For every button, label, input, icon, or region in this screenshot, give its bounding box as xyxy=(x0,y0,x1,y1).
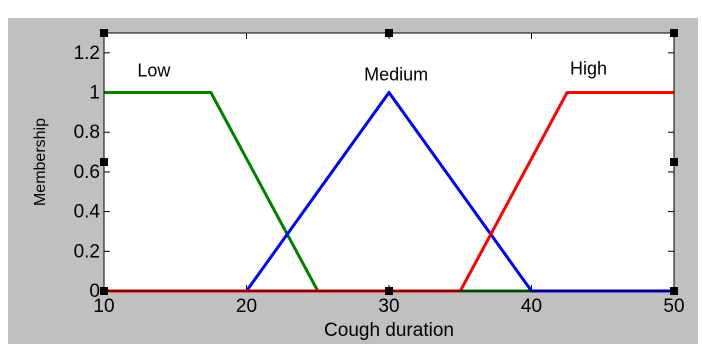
x-axis-label: Cough duration xyxy=(324,320,454,341)
top-strip xyxy=(0,0,702,18)
y-axis: 0 0.2 0.4 0.6 0.8 1 1.2 xyxy=(74,43,674,302)
selection-handles[interactable] xyxy=(100,29,678,295)
series-labels: Low Medium High xyxy=(137,59,607,85)
y-tick-label: 0.2 xyxy=(74,241,100,262)
plot-area xyxy=(104,33,674,291)
series-label-low: Low xyxy=(137,61,171,81)
resize-handle[interactable] xyxy=(385,287,393,295)
x-axis: 10 20 30 40 50 xyxy=(93,33,685,317)
y-tick-label: 1 xyxy=(89,83,100,104)
y-tick-label: 0.8 xyxy=(74,122,100,143)
resize-handle[interactable] xyxy=(670,287,678,295)
y-axis-label: Membership xyxy=(32,118,49,206)
x-tick-label: 20 xyxy=(236,296,257,317)
x-tick-label: 40 xyxy=(521,296,542,317)
y-tick-label: 1.2 xyxy=(74,43,100,64)
resize-handle[interactable] xyxy=(385,29,393,37)
x-tick-label: 50 xyxy=(663,296,684,317)
x-tick-label: 30 xyxy=(378,296,399,317)
x-tick-label: 10 xyxy=(93,296,114,317)
resize-handle[interactable] xyxy=(670,158,678,166)
y-tick-label: 0 xyxy=(89,281,100,302)
y-tick-label: 0.4 xyxy=(74,202,101,223)
series-label-medium: Medium xyxy=(364,65,428,85)
resize-handle[interactable] xyxy=(100,287,108,295)
y-tick-label: 0.6 xyxy=(74,162,100,183)
series-label-high: High xyxy=(570,59,607,79)
resize-handle[interactable] xyxy=(100,158,108,166)
resize-handle[interactable] xyxy=(670,29,678,37)
resize-handle[interactable] xyxy=(100,29,108,37)
